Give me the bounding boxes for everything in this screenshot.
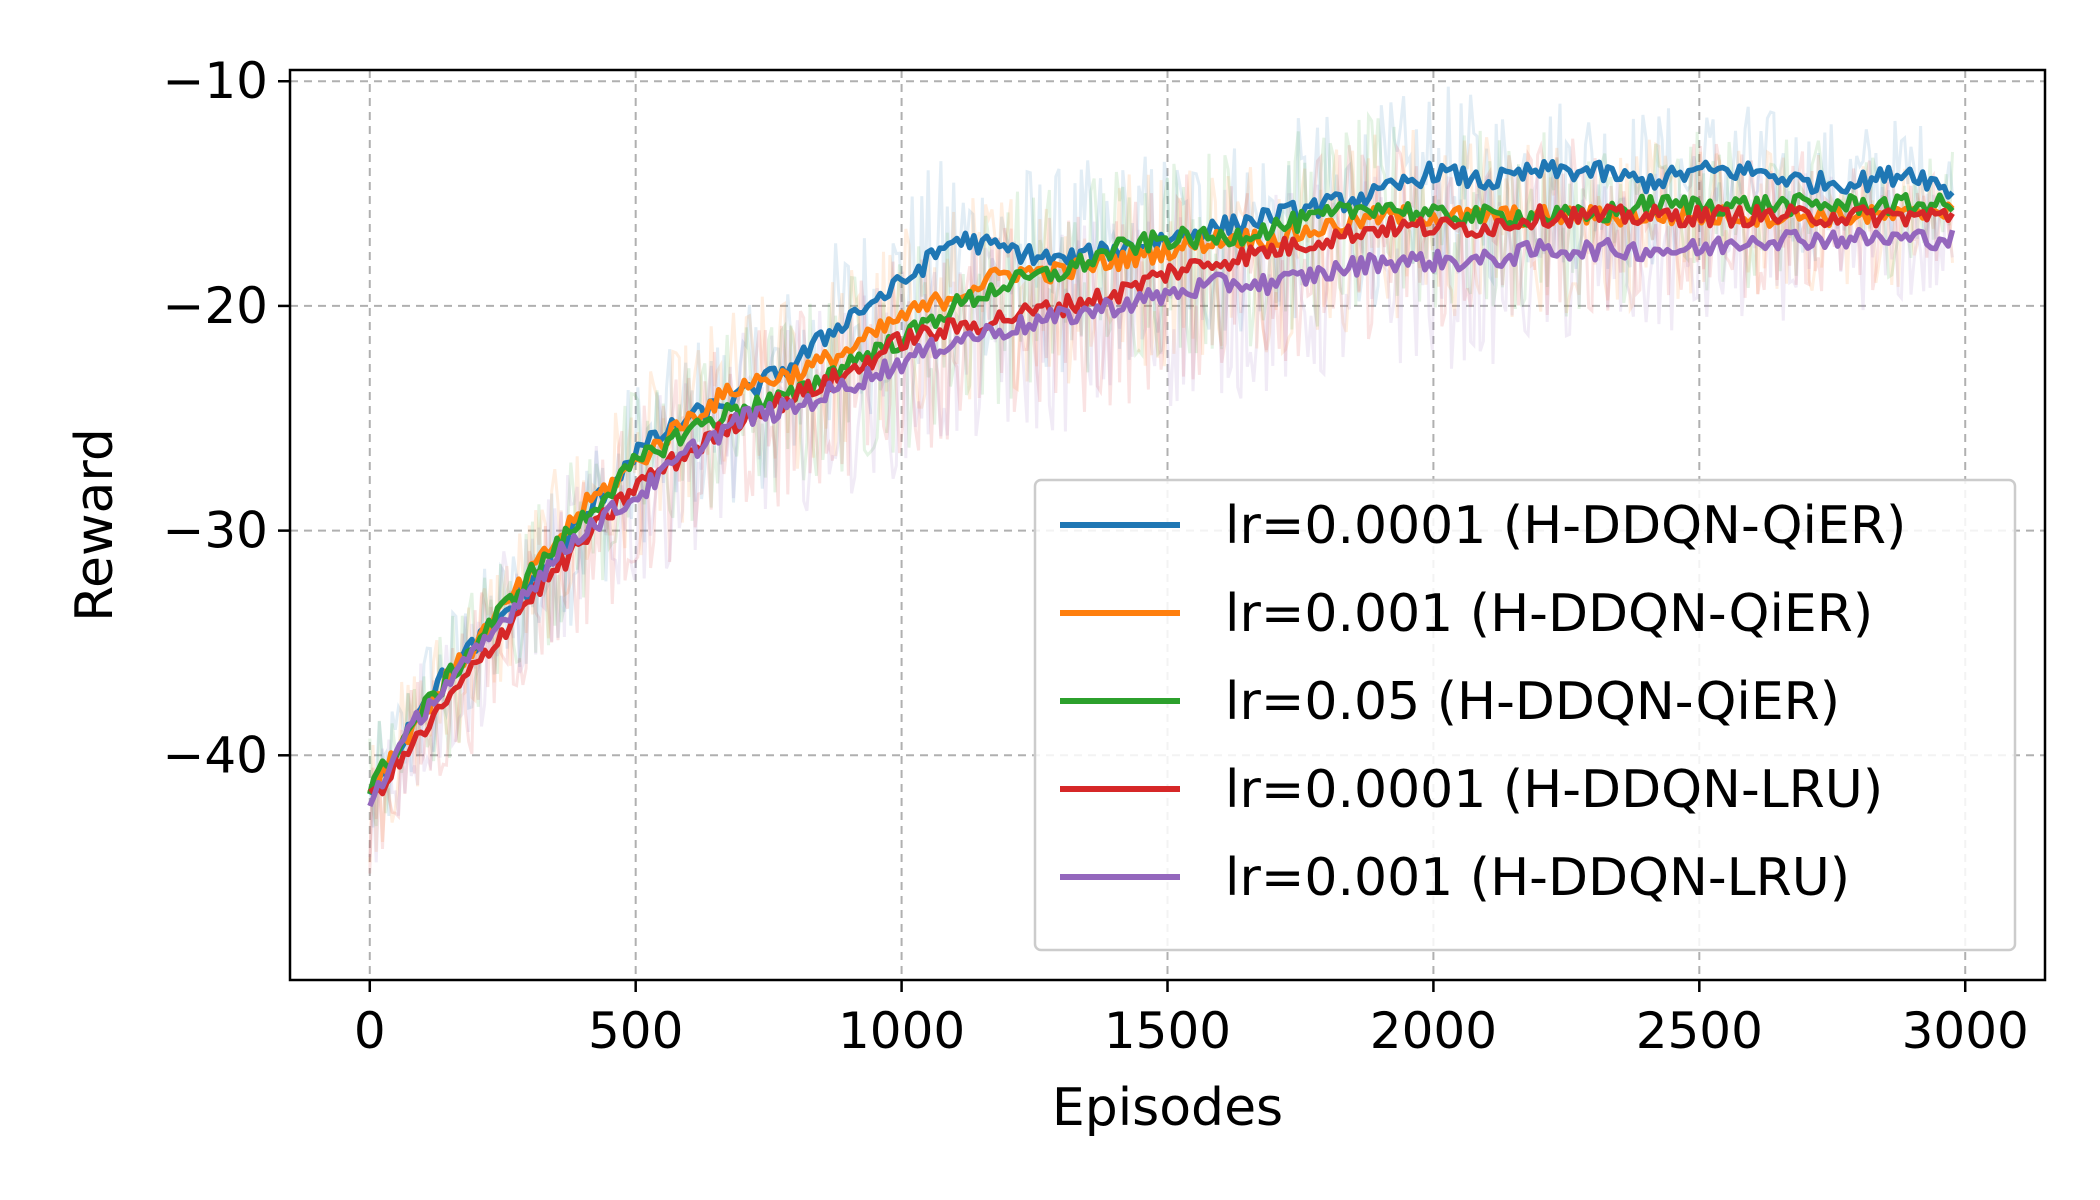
x-tick-label: 2000 xyxy=(1370,1002,1497,1060)
raw-trace xyxy=(368,168,1954,863)
x-tick-label: 500 xyxy=(588,1002,683,1060)
legend-label: lr=0.001 (H-DDQN-QiER) xyxy=(1225,584,1873,644)
series-line xyxy=(367,226,1956,808)
x-tick-label: 3000 xyxy=(1902,1002,2029,1060)
y-tick-label: −40 xyxy=(162,726,268,784)
x-axis-label: Episodes xyxy=(1052,1078,1283,1138)
x-tick-label: 1000 xyxy=(838,1002,965,1060)
raw-trace xyxy=(368,86,1954,828)
legend: lr=0.0001 (H-DDQN-QiER) lr=0.001 (H-DDQN-… xyxy=(1033,478,2017,952)
series-line xyxy=(368,203,1955,797)
y-tick-label: −20 xyxy=(162,277,268,335)
x-tick-label: 0 xyxy=(354,1002,386,1060)
legend-label: lr=0.05 (H-DDQN-QiER) xyxy=(1225,672,1840,732)
legend-entries: lr=0.0001 (H-DDQN-QiER) lr=0.001 (H-DDQN-… xyxy=(1060,496,1906,908)
legend-label: lr=0.0001 (H-DDQN-LRU) xyxy=(1225,760,1883,820)
y-tick-label: −10 xyxy=(162,52,268,110)
y-tick-label: −30 xyxy=(162,502,268,560)
legend-box xyxy=(1033,478,2017,952)
series-line xyxy=(367,192,1955,795)
series-lines xyxy=(367,158,1956,808)
x-tick-label: 1500 xyxy=(1104,1002,1231,1060)
axis-ticks: 0 500 1000 1500 2000 2500 3000 −40 −30 −20 −10 xyxy=(162,52,2028,1060)
legend-label: lr=0.0001 (H-DDQN-QiER) xyxy=(1225,496,1906,556)
y-axis-label: Reward xyxy=(65,428,125,622)
x-tick-label: 2500 xyxy=(1636,1002,1763,1060)
legend-label: lr=0.001 (H-DDQN-LRU) xyxy=(1225,848,1850,908)
